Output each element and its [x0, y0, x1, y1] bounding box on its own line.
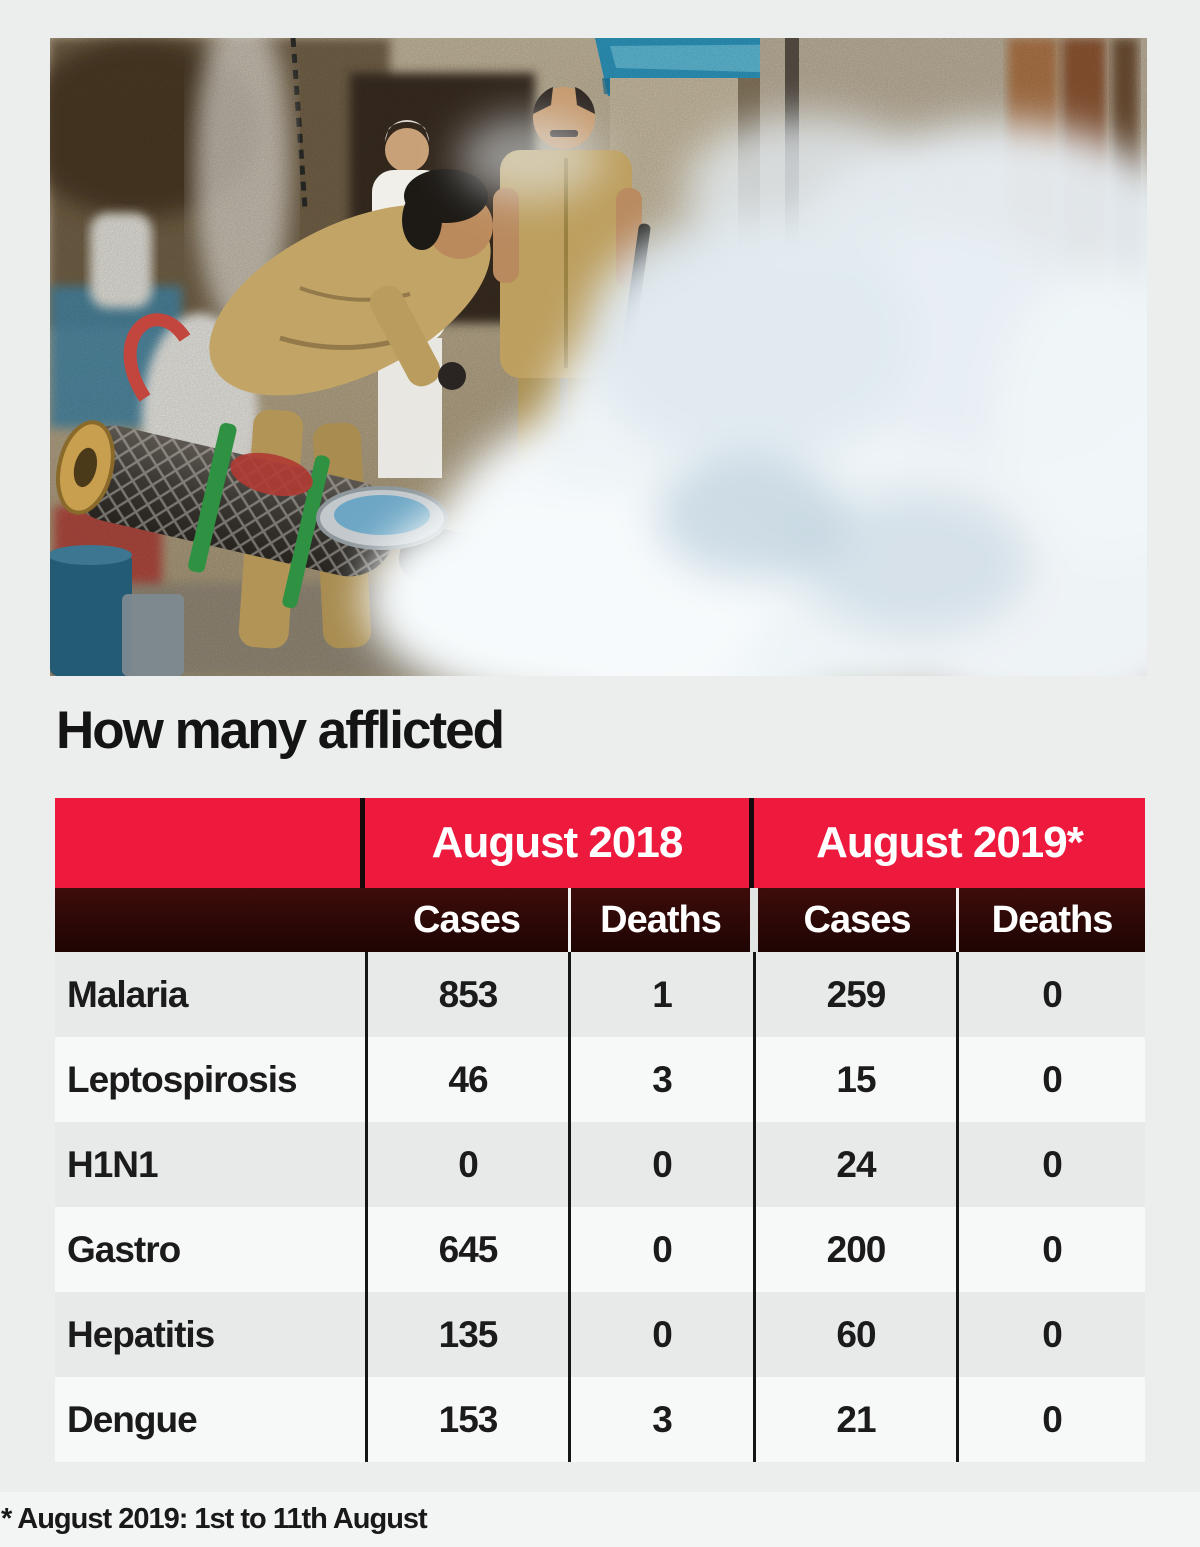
deaths-2018: 0 [568, 1207, 753, 1292]
table-row: Leptospirosis 46 3 15 0 [55, 1037, 1145, 1122]
subheader-cases-2019: Cases [803, 898, 912, 941]
cases-2019: 15 [753, 1037, 956, 1122]
deaths-2018: 0 [568, 1292, 753, 1377]
footnote-band: * August 2019: 1st to 11th August [0, 1492, 1200, 1547]
table-row: Malaria 853 1 259 0 [55, 952, 1145, 1037]
table-body: Malaria 853 1 259 0 Leptospirosis 46 3 1… [55, 952, 1145, 1462]
subheader-cases-2018: Cases [413, 898, 521, 941]
table-row: Hepatitis 135 0 60 0 [55, 1292, 1145, 1377]
deaths-2019: 0 [956, 1037, 1145, 1122]
cases-2018: 46 [365, 1037, 568, 1122]
cases-2018: 853 [365, 952, 568, 1037]
article-photo [50, 38, 1147, 676]
header-spacer-cell [55, 798, 365, 888]
cases-2019: 259 [753, 952, 956, 1037]
table-subheader-row: Cases Deaths Cases Deaths [55, 888, 1145, 952]
disease-name: Malaria [67, 973, 189, 1015]
deaths-2019: 0 [956, 952, 1145, 1037]
cases-2018: 0 [365, 1122, 568, 1207]
deaths-2019: 0 [956, 1292, 1145, 1377]
footnote: * August 2019: 1st to 11th August [1, 1503, 428, 1535]
table-header-groups: August 2018 August 2019* [55, 798, 1145, 888]
column-group-aug-2019: August 2019* [816, 818, 1084, 867]
deaths-2018: 3 [568, 1037, 753, 1122]
cases-2018: 135 [365, 1292, 568, 1377]
disease-name: Leptospirosis [67, 1058, 298, 1100]
subheader-gap [750, 888, 758, 952]
cases-2018: 645 [365, 1207, 568, 1292]
deaths-2018: 0 [568, 1122, 753, 1207]
deaths-2019: 0 [956, 1207, 1145, 1292]
table-row: H1N1 0 0 24 0 [55, 1122, 1145, 1207]
fogging-scene-illustration [50, 38, 1147, 676]
buckets [50, 545, 184, 676]
table-row: Dengue 153 3 21 0 [55, 1377, 1145, 1462]
disease-name: Hepatitis [67, 1313, 215, 1355]
deaths-2019: 0 [956, 1377, 1145, 1462]
cases-2019: 60 [753, 1292, 956, 1377]
cases-2018: 153 [365, 1377, 568, 1462]
column-group-aug-2018: August 2018 [365, 798, 754, 888]
disease-name: H1N1 [67, 1143, 159, 1185]
disease-table: August 2018 August 2019* Cases Deaths Ca… [55, 798, 1145, 1462]
page-title: How many afflicted [56, 701, 505, 760]
subheader-deaths-2018: Deaths [568, 888, 750, 952]
deaths-2018: 3 [568, 1377, 753, 1462]
cases-2019: 200 [753, 1207, 956, 1292]
fog-smoke-cloud [365, 116, 1147, 676]
subheader-deaths-2019: Deaths [956, 888, 1145, 952]
deaths-2018: 1 [568, 952, 753, 1037]
disease-name: Dengue [67, 1398, 198, 1440]
subheader-segment-2018: Cases Deaths [55, 888, 750, 952]
deaths-2019: 0 [956, 1122, 1145, 1207]
subheader-segment-2019: Cases Deaths [758, 888, 1145, 952]
cases-2019: 21 [753, 1377, 956, 1462]
disease-name: Gastro [67, 1228, 181, 1270]
cases-2019: 24 [753, 1122, 956, 1207]
table-row: Gastro 645 0 200 0 [55, 1207, 1145, 1292]
